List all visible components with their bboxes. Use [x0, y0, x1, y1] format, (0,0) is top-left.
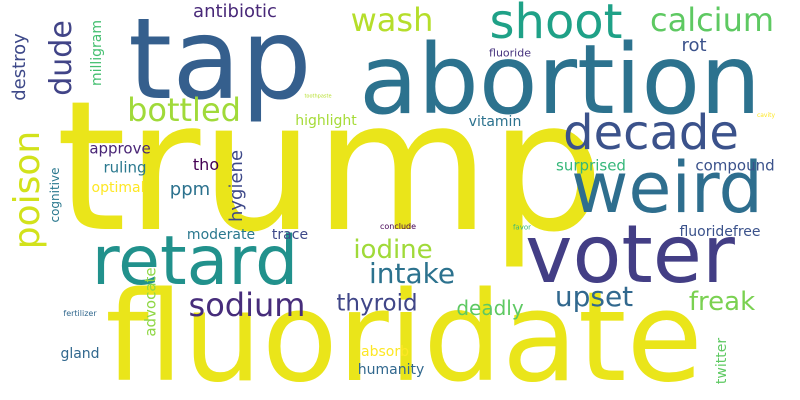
word-weird: weird [571, 147, 763, 229]
word-favor: favor [512, 223, 532, 232]
word-fertilizer: fertilizer [63, 309, 97, 318]
word-wash: wash [350, 1, 434, 39]
word-poison: poison [7, 130, 48, 250]
word-humanity: humanity [357, 362, 425, 378]
word-twitter: twitter [714, 337, 730, 385]
word-optimal: optimal [91, 180, 145, 196]
word-voter: voter [525, 208, 735, 301]
word-shoot: shoot [489, 0, 623, 50]
word-antibiotic: antibiotic [193, 1, 277, 22]
word-conclude: conclude [379, 222, 417, 231]
word-fluoride: fluoride [489, 46, 531, 60]
word-fluoridefree: fluoridefree [679, 224, 761, 240]
word-trump: trump [55, 63, 605, 272]
word-dude: dude [44, 20, 79, 96]
word-tap: tap [128, 0, 312, 125]
word-moderate: moderate [186, 227, 256, 243]
word-advocate: advocate [141, 267, 160, 337]
word-bottled: bottled [127, 91, 241, 129]
word-sodium: sodium [188, 286, 306, 324]
word-deadly: deadly [456, 296, 524, 320]
word-ppm: ppm [169, 179, 211, 200]
word-trace: trace [271, 227, 309, 243]
word-gland: gland [60, 346, 100, 362]
word-surprised: surprised [556, 156, 626, 175]
word-calcium: calcium [649, 1, 775, 39]
word-decade: decade [563, 105, 739, 161]
word-abortion: abortion [359, 24, 761, 136]
word-upset: upset [554, 280, 634, 313]
word-intake: intake [368, 257, 456, 290]
word-tho: tho [192, 155, 220, 174]
word-fluoridate: fluoridate [105, 266, 703, 400]
word-vitamin: vitamin [468, 114, 522, 130]
word-retard: retard [91, 222, 299, 301]
word-approve: approve [89, 139, 151, 158]
word-highlight: highlight [295, 113, 357, 129]
word-cavity: cavity [756, 112, 776, 119]
word-thyroid: thyroid [336, 290, 418, 317]
word-cognitive: cognitive [48, 167, 62, 223]
word-ruling: ruling [103, 158, 147, 177]
word-milligram: milligram [89, 19, 105, 87]
word-iodine: iodine [353, 235, 433, 265]
word-toothpaste: toothpaste [304, 93, 332, 100]
word-compound: compound [695, 156, 775, 175]
word-hygiene: hygiene [226, 149, 247, 223]
word-rot: rot [681, 35, 707, 56]
word-absorb: absorb [361, 344, 409, 360]
word-freak: freak [688, 287, 756, 317]
word-destroy: destroy [9, 33, 30, 101]
